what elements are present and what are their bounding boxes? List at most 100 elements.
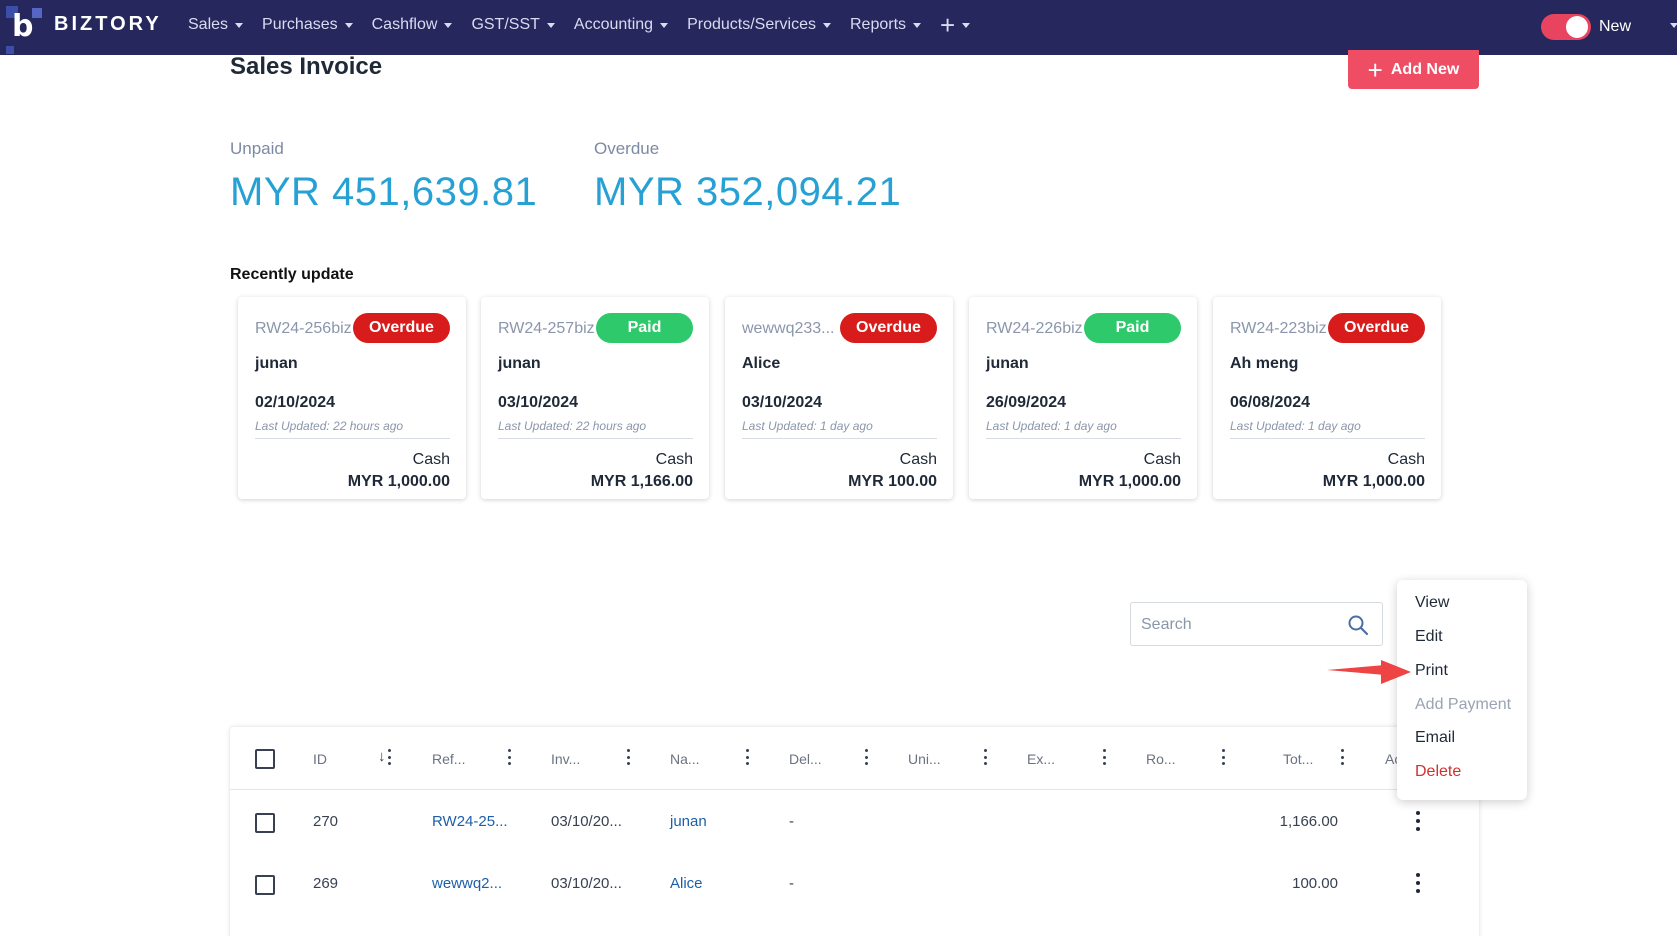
column-menu-icon[interactable] [1340,749,1344,765]
column-menu-icon[interactable] [626,749,630,765]
column-menu-icon[interactable] [983,749,987,765]
column-header-id[interactable]: ID [313,751,327,767]
card-customer-name: Ah meng [1230,355,1299,372]
search-box[interactable] [1130,602,1383,646]
card-divider [255,438,450,439]
card-customer-name: junan [255,355,298,372]
plus-icon: + [1367,54,1383,85]
card-divider [1230,438,1425,439]
cell-total: 1,166.00 [1279,813,1338,830]
new-ui-toggle[interactable]: New [1541,14,1631,40]
card-date: 03/10/2024 [742,394,823,411]
column-menu-icon[interactable] [1221,749,1225,765]
recent-invoice-card[interactable]: RW24-257biz Paid junan 03/10/2024 Last U… [481,297,709,499]
unpaid-value: MYR 451,639.81 [230,170,538,214]
table-row[interactable]: 269 wewwq2... 03/10/20... Alice - 100.00 [230,853,1479,915]
column-header-ex[interactable]: Ex... [1027,751,1056,767]
status-badge: Paid [596,313,693,343]
recent-invoice-card[interactable]: RW24-226biz Paid junan 26/09/2024 Last U… [969,297,1197,499]
chevron-down-icon[interactable] [1670,23,1677,28]
select-all-checkbox[interactable] [255,749,275,769]
column-menu-icon[interactable] [387,749,391,765]
toggle-switch[interactable] [1541,14,1591,40]
chevron-down-icon [660,22,669,28]
row-checkbox[interactable] [255,813,275,833]
cell-name-link[interactable]: junan [670,813,707,830]
nav-item-cashflow[interactable]: Cashflow [364,0,461,50]
card-divider [986,438,1181,439]
card-last-updated: Last Updated: 1 day ago [1230,419,1361,433]
row-checkbox[interactable] [255,875,275,895]
column-menu-icon[interactable] [864,749,868,765]
recent-invoice-card[interactable]: wewwq233... Overdue Alice 03/10/2024 Las… [725,297,953,499]
card-ref: RW24-256biz [255,320,352,337]
recent-invoice-card[interactable]: RW24-256biz Overdue junan 02/10/2024 Las… [238,297,466,499]
add-new-label: Add New [1390,60,1460,78]
overdue-value: MYR 352,094.21 [594,170,902,214]
row-actions-dropdown: View Edit Print Add Payment Email Delete [1397,580,1527,800]
menu-item-edit[interactable]: Edit [1415,628,1443,645]
main-nav: Sales Purchases Cashflow GST/SST Account… [180,0,981,50]
card-payment-method: Cash [899,451,937,468]
card-divider [498,438,693,439]
column-header-name[interactable]: Na... [670,751,700,767]
card-last-updated: Last Updated: 1 day ago [742,419,873,433]
status-badge: Overdue [840,313,937,343]
sort-desc-icon[interactable]: ↓ [378,748,386,765]
menu-item-add-payment: Add Payment [1415,696,1512,713]
nav-item-gst-sst[interactable]: GST/SST [463,0,562,50]
menu-item-print[interactable]: Print [1415,662,1448,679]
column-menu-icon[interactable] [507,749,511,765]
card-amount: MYR 1,000.00 [347,473,450,490]
column-menu-icon[interactable] [1102,749,1106,765]
column-header-total[interactable]: Tot... [1283,751,1314,767]
nav-quick-add[interactable]: + [932,0,978,50]
logo-mark-icon: b [6,6,46,54]
chevron-down-icon [962,22,971,28]
card-customer-name: junan [986,355,1029,372]
search-icon[interactable] [1346,613,1370,637]
menu-item-view[interactable]: View [1415,594,1450,611]
table-row[interactable]: 270 RW24-25... 03/10/20... junan - 1,166… [230,791,1479,853]
cell-name-link[interactable]: Alice [670,875,703,892]
status-badge: Paid [1084,313,1181,343]
card-ref: RW24-257biz [498,320,595,337]
menu-item-email[interactable]: Email [1415,729,1456,746]
card-amount: MYR 1,000.00 [1322,473,1425,490]
card-payment-method: Cash [1143,451,1181,468]
nav-item-products-services[interactable]: Products/Services [679,0,839,50]
page-title: Sales Invoice [230,53,383,80]
column-header-ro[interactable]: Ro... [1146,751,1176,767]
nav-item-reports[interactable]: Reports [842,0,929,50]
cell-ref-link[interactable]: wewwq2... [432,875,503,892]
cell-delivery: - [789,813,794,830]
card-amount: MYR 1,000.00 [1078,473,1181,490]
nav-item-accounting[interactable]: Accounting [566,0,676,50]
column-header-unit[interactable]: Uni... [908,751,941,767]
search-input[interactable] [1141,613,1341,637]
plus-icon: + [940,10,956,40]
overdue-label: Overdue [594,139,660,158]
nav-item-purchases[interactable]: Purchases [254,0,361,50]
cell-ref-link[interactable]: RW24-25... [432,813,508,830]
row-actions-menu-icon[interactable] [1415,811,1421,831]
brand-logo[interactable]: b BIZTORY [6,6,162,54]
brand-name: BIZTORY [54,12,162,35]
nav-item-sales[interactable]: Sales [180,0,251,50]
card-date: 03/10/2024 [498,394,579,411]
row-actions-menu-icon[interactable] [1415,873,1421,893]
cell-id: 270 [313,813,339,830]
chevron-down-icon [546,22,555,28]
card-customer-name: junan [498,355,541,372]
unpaid-label: Unpaid [230,139,284,158]
column-header-delivery[interactable]: Del... [789,751,822,767]
column-header-ref[interactable]: Ref... [432,751,466,767]
menu-item-delete[interactable]: Delete [1415,763,1462,780]
card-payment-method: Cash [412,451,450,468]
add-new-button[interactable]: + Add New [1348,50,1479,89]
column-header-invoice-date[interactable]: Inv... [551,751,581,767]
card-last-updated: Last Updated: 22 hours ago [255,419,404,433]
recent-invoice-card[interactable]: RW24-223biz Overdue Ah meng 06/08/2024 L… [1213,297,1441,499]
column-menu-icon[interactable] [745,749,749,765]
top-nav-bar: b BIZTORY Sales Purchases Cashflow GST/S… [0,0,1677,55]
